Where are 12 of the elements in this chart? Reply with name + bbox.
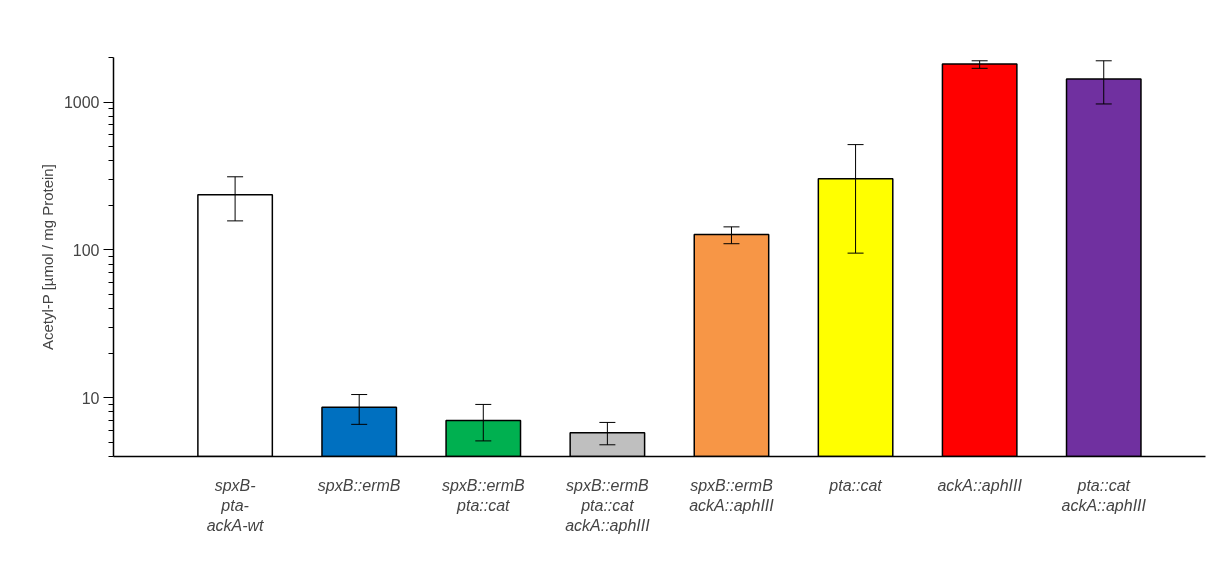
x-tick-label: spxB- pta- ackA-wt bbox=[206, 476, 265, 535]
x-tick-label: spxB::ermB pta::cat bbox=[441, 476, 525, 514]
y-tick-label: 10 bbox=[81, 389, 100, 407]
y-tick-label: 100 bbox=[72, 241, 100, 259]
x-tick-label: pta::cat bbox=[828, 476, 883, 494]
x-tick-label: ackA::aphIII bbox=[937, 476, 1023, 494]
x-tick-label: spxB::ermB pta::cat ackA::aphIII bbox=[565, 476, 651, 535]
x-tick-label: spxB::ermB ackA::aphIII bbox=[689, 476, 775, 514]
x-tick-label: spxB::ermB bbox=[317, 476, 401, 494]
x-tick-label: pta::cat ackA::aphIII bbox=[1061, 476, 1147, 514]
y-tick-label: 1000 bbox=[63, 94, 100, 111]
y-axis-title: Acetyl-P [µmol / mg Protein] bbox=[38, 164, 56, 351]
